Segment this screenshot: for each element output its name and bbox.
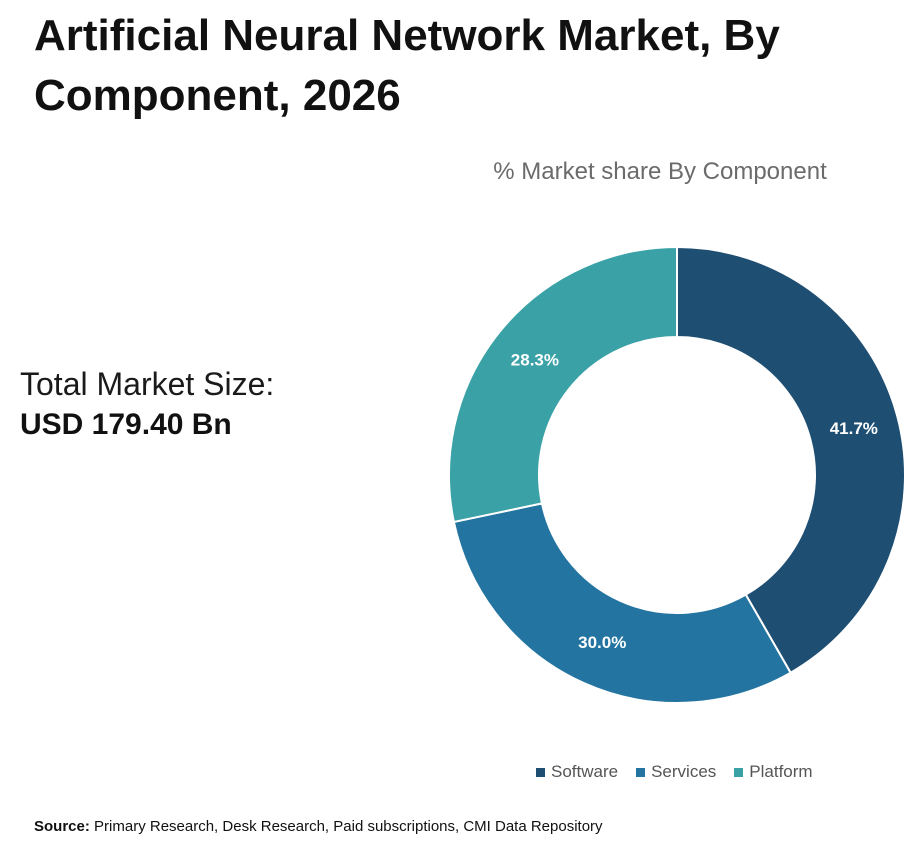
total-market-size-label: Total Market Size: <box>20 366 275 402</box>
title-line-2: Component, 2026 <box>34 71 401 120</box>
legend-label-services: Services <box>651 762 717 781</box>
total-market-size: Total Market Size: USD 179.40 Bn <box>20 364 360 446</box>
legend-item-software[interactable]: Software <box>536 762 618 782</box>
legend: Software Services Platform <box>536 762 813 782</box>
legend-label-software: Software <box>551 762 619 781</box>
legend-swatch-platform <box>734 767 744 777</box>
chart-subtitle: % Market share By Component <box>493 158 827 185</box>
legend-swatch-software <box>536 767 545 777</box>
source-label: Source: <box>34 818 90 835</box>
data-label-services: 30.0% <box>578 633 626 652</box>
data-label-software: 41.7% <box>830 419 878 438</box>
data-label-platform: 28.3% <box>511 351 559 370</box>
total-market-size-value: USD 179.40 Bn <box>20 408 232 441</box>
slice-services[interactable] <box>452 502 792 704</box>
legend-swatch-services <box>636 767 646 777</box>
slice-platform[interactable] <box>448 245 678 524</box>
slice-software[interactable] <box>676 245 906 675</box>
source-text: Primary Research, Desk Research, Paid su… <box>94 818 603 835</box>
source-note: Source: Primary Research, Desk Research,… <box>34 818 603 835</box>
legend-label-platform: Platform <box>749 762 813 781</box>
legend-item-services[interactable]: Services <box>636 762 716 782</box>
chart-title: Artificial Neural Network Market, By Com… <box>34 6 894 126</box>
title-line-1: Artificial Neural Network Market, By <box>34 11 780 60</box>
legend-item-platform[interactable]: Platform <box>734 762 813 782</box>
